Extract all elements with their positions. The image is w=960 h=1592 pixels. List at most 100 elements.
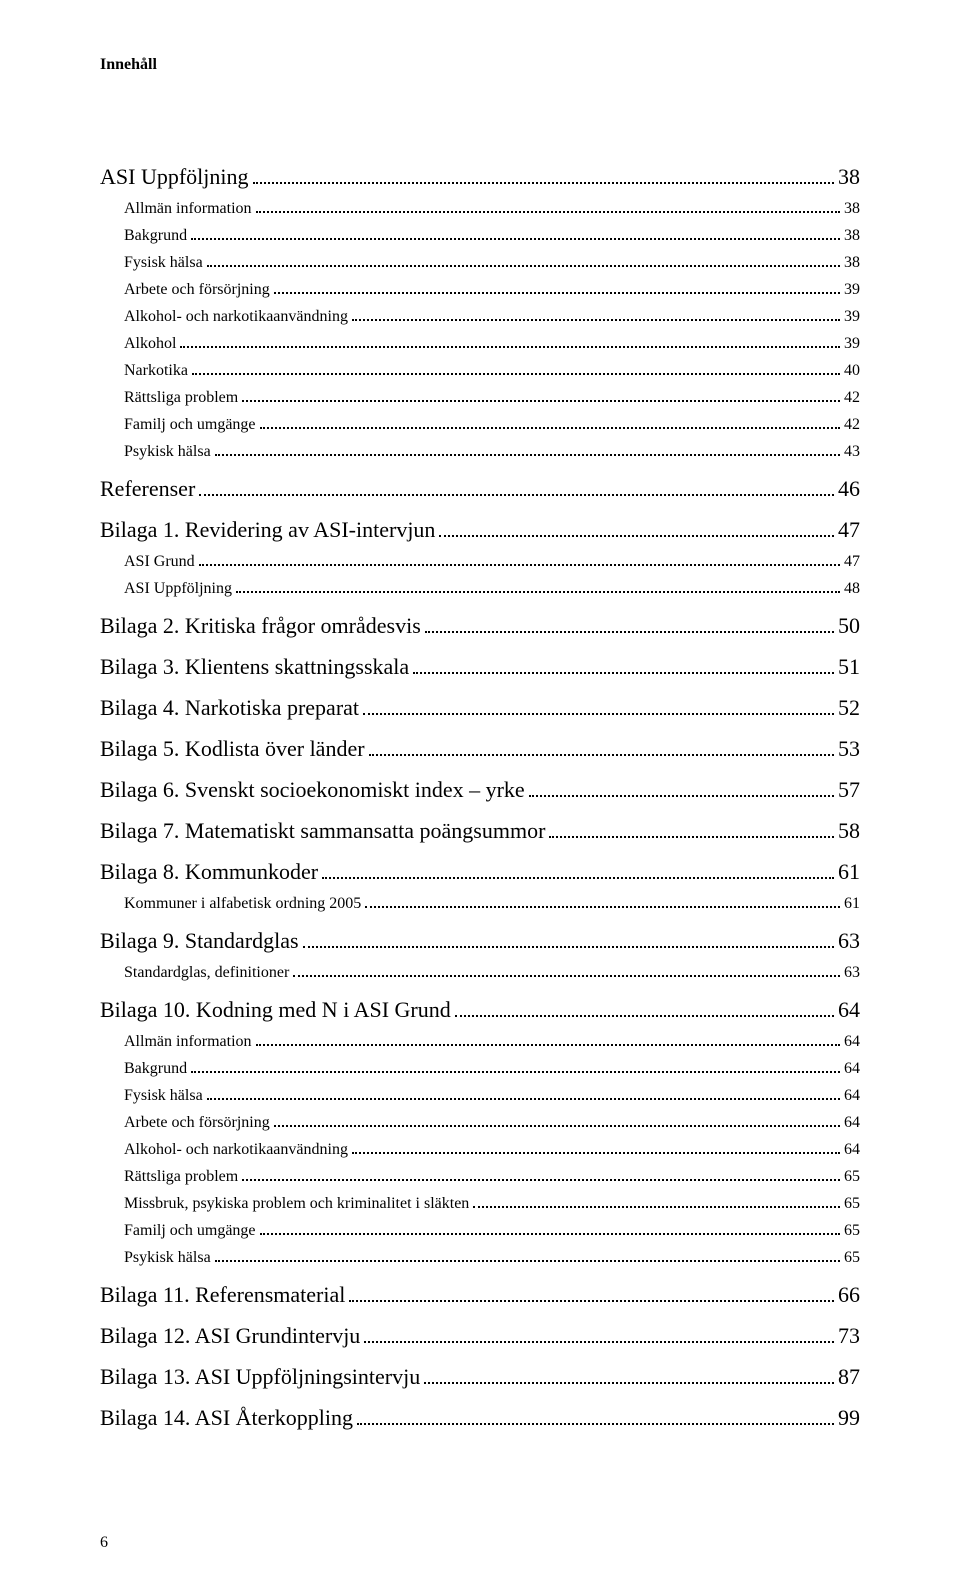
- toc-entry-page: 64: [844, 1138, 860, 1162]
- toc-entry-page: 63: [844, 961, 860, 985]
- toc-entry-page: 51: [838, 650, 860, 683]
- toc-entry: Bilaga 10. Kodning med N i ASI Grund 64: [100, 993, 860, 1026]
- toc-entry: Bilaga 3. Klientens skattningsskala51: [100, 650, 860, 683]
- toc-entry: Fysisk hälsa 38: [100, 251, 860, 275]
- toc-entry: Bakgrund 64: [100, 1057, 860, 1081]
- toc-entry-page: 99: [838, 1401, 860, 1434]
- toc-entry-label: Bilaga 2. Kritiska frågor områdesvis: [100, 609, 421, 642]
- toc-entry-page: 40: [844, 359, 860, 383]
- toc-entry: Bilaga 11. Referensmaterial66: [100, 1278, 860, 1311]
- toc-entry-label: Fysisk hälsa: [124, 251, 203, 275]
- toc-entry-page: 64: [844, 1030, 860, 1054]
- toc-entry-label: Rättsliga problem: [124, 386, 238, 410]
- toc-entry: ASI Grund 47: [100, 550, 860, 574]
- toc-entry-label: Bilaga 12. ASI Grundintervju: [100, 1319, 360, 1352]
- toc-entry-page: 47: [838, 513, 860, 546]
- toc-entry-label: Bilaga 5. Kodlista över länder: [100, 732, 365, 765]
- toc-entry-page: 50: [838, 609, 860, 642]
- toc-entry-label: Psykisk hälsa: [124, 440, 211, 464]
- toc-entry-label: Familj och umgänge: [124, 1219, 256, 1243]
- toc-entry-page: 46: [838, 472, 860, 505]
- toc-entry: Kommuner i alfabetisk ordning 200561: [100, 892, 860, 916]
- table-of-contents: ASI Uppföljning 38 Allmän information 38 Bak…: [100, 160, 860, 1434]
- toc-entry-page: 39: [844, 332, 860, 356]
- toc-entry-label: Allmän information: [124, 197, 252, 221]
- toc-leader-dots: [180, 337, 840, 348]
- toc-entry-label: Bilaga 11. Referensmaterial: [100, 1278, 345, 1311]
- toc-entry-label: Bakgrund: [124, 1057, 187, 1081]
- toc-entry-page: 38: [838, 160, 860, 193]
- toc-entry-page: 39: [844, 305, 860, 329]
- toc-leader-dots: [242, 1170, 840, 1181]
- toc-leader-dots: [455, 1002, 834, 1017]
- toc-entry-page: 42: [844, 386, 860, 410]
- toc-entry-page: 43: [844, 440, 860, 464]
- toc-leader-dots: [191, 1062, 840, 1073]
- toc-entry: Bilaga 14. ASI Återkoppling99: [100, 1401, 860, 1434]
- toc-entry: Bilaga 7. Matematiskt sammansatta poängs…: [100, 814, 860, 847]
- toc-entry-label: ASI Grund: [124, 550, 195, 574]
- toc-entry: Bilaga 13. ASI Uppföljningsintervju87: [100, 1360, 860, 1393]
- toc-entry-page: 73: [838, 1319, 860, 1352]
- toc-entry: Bilaga 9. Standardglas63: [100, 924, 860, 957]
- toc-entry: Alkohol 39: [100, 332, 860, 356]
- toc-entry-page: 53: [838, 732, 860, 765]
- toc-entry-page: 64: [838, 993, 860, 1026]
- toc-entry-label: Fysisk hälsa: [124, 1084, 203, 1108]
- toc-leader-dots: [236, 582, 840, 593]
- toc-entry-label: ASI Uppföljning: [124, 577, 232, 601]
- toc-entry: Psykisk hälsa65: [100, 1246, 860, 1270]
- toc-leader-dots: [322, 864, 834, 879]
- toc-entry-label: Arbete och försörjning: [124, 278, 270, 302]
- toc-leader-dots: [349, 1287, 834, 1302]
- toc-leader-dots: [260, 418, 840, 429]
- toc-entry: Bilaga 6. Svenskt socioekonomiskt index …: [100, 773, 860, 806]
- toc-entry-page: 87: [838, 1360, 860, 1393]
- toc-entry: Bilaga 8. Kommunkoder61: [100, 855, 860, 888]
- toc-entry-label: ASI Uppföljning: [100, 160, 249, 193]
- toc-entry-label: Bilaga 6. Svenskt socioekonomiskt index …: [100, 773, 525, 806]
- toc-leader-dots: [253, 169, 835, 184]
- toc-leader-dots: [369, 741, 834, 756]
- toc-entry: Alkohol- och narkotikaanvändning 64: [100, 1138, 860, 1162]
- toc-entry: Allmän information64: [100, 1030, 860, 1054]
- toc-leader-dots: [293, 966, 840, 977]
- toc-leader-dots: [242, 391, 840, 402]
- toc-leader-dots: [260, 1224, 840, 1235]
- toc-leader-dots: [207, 256, 840, 267]
- toc-entry-page: 65: [844, 1165, 860, 1189]
- toc-leader-dots: [199, 481, 834, 496]
- toc-entry: Bilaga 12. ASI Grundintervju 73: [100, 1319, 860, 1352]
- toc-entry-page: 42: [844, 413, 860, 437]
- toc-entry-page: 58: [838, 814, 860, 847]
- toc-entry-label: Alkohol: [124, 332, 176, 356]
- toc-entry-page: 38: [844, 251, 860, 275]
- toc-entry-label: Bilaga 1. Revidering av ASI-intervjun: [100, 513, 435, 546]
- toc-entry-label: Bilaga 9. Standardglas: [100, 924, 299, 957]
- toc-leader-dots: [413, 659, 834, 674]
- toc-leader-dots: [207, 1089, 840, 1100]
- toc-entry-label: Alkohol- och narkotikaanvändning: [124, 1138, 348, 1162]
- toc-leader-dots: [352, 1143, 840, 1154]
- toc-entry-label: Bilaga 8. Kommunkoder: [100, 855, 318, 888]
- page-number: 6: [100, 1534, 108, 1552]
- toc-entry-label: Referenser: [100, 472, 195, 505]
- toc-leader-dots: [439, 522, 834, 537]
- toc-entry-page: 61: [844, 892, 860, 916]
- toc-entry-label: Bilaga 10. Kodning med N i ASI Grund: [100, 993, 451, 1026]
- toc-entry-page: 64: [844, 1057, 860, 1081]
- toc-leader-dots: [215, 445, 840, 456]
- page-header: Innehåll: [100, 56, 860, 74]
- toc-entry-label: Rättsliga problem: [124, 1165, 238, 1189]
- toc-entry-page: 52: [838, 691, 860, 724]
- toc-entry-page: 47: [844, 550, 860, 574]
- toc-entry: Standardglas, definitioner 63: [100, 961, 860, 985]
- toc-leader-dots: [549, 823, 834, 838]
- toc-entry-label: Alkohol- och narkotikaanvändning: [124, 305, 348, 329]
- toc-entry: Familj och umgänge65: [100, 1219, 860, 1243]
- toc-entry: Fysisk hälsa64: [100, 1084, 860, 1108]
- toc-entry: Bilaga 5. Kodlista över länder 53: [100, 732, 860, 765]
- toc-entry-label: Bakgrund: [124, 224, 187, 248]
- toc-entry-label: Arbete och försörjning: [124, 1111, 270, 1135]
- toc-entry-label: Standardglas, definitioner: [124, 961, 289, 985]
